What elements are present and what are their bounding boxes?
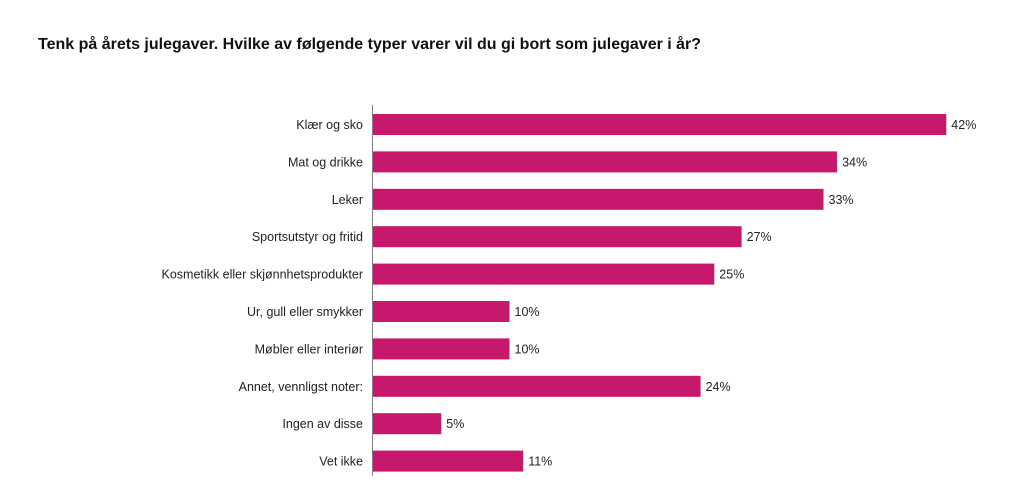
bar [373,450,524,472]
bar [373,263,715,285]
bar [373,375,701,397]
category-label: Møbler eller interiør [255,342,363,356]
bar [373,301,510,322]
value-label: 34% [842,155,867,169]
category-label: Ingen av disse [282,417,363,431]
bar [373,226,742,248]
category-label: Ur, gull eller smykker [247,305,363,319]
category-label: Leker [332,193,363,207]
value-label: 11% [528,455,552,469]
value-label: 33% [829,193,854,207]
chart-title: Tenk på årets julegaver. Hvilke av følge… [38,36,702,53]
category-label: Vet ikke [319,455,363,469]
value-label: 10% [515,305,540,319]
bar [373,114,947,135]
category-label: Mat og drikke [288,155,363,169]
category-label: Kosmetikk eller skjønnhetsprodukter [162,268,363,282]
bar [373,188,824,210]
value-label: 24% [706,380,731,394]
category-label: Sportsutstyr og fritid [252,230,363,244]
category-label: Klær og sko [296,118,363,132]
bar [373,413,442,435]
value-label: 10% [515,342,540,356]
bars-group: Klær og sko 42% Mat og drikke 34% Leker 33% Sp… [162,114,976,472]
value-label: 27% [747,230,772,244]
value-label: 42% [951,118,976,132]
bar [373,338,510,360]
bar [373,151,838,173]
value-label: 5% [446,417,464,431]
category-label: Annet, vennligst noter: [239,380,363,394]
value-label: 25% [719,268,744,282]
